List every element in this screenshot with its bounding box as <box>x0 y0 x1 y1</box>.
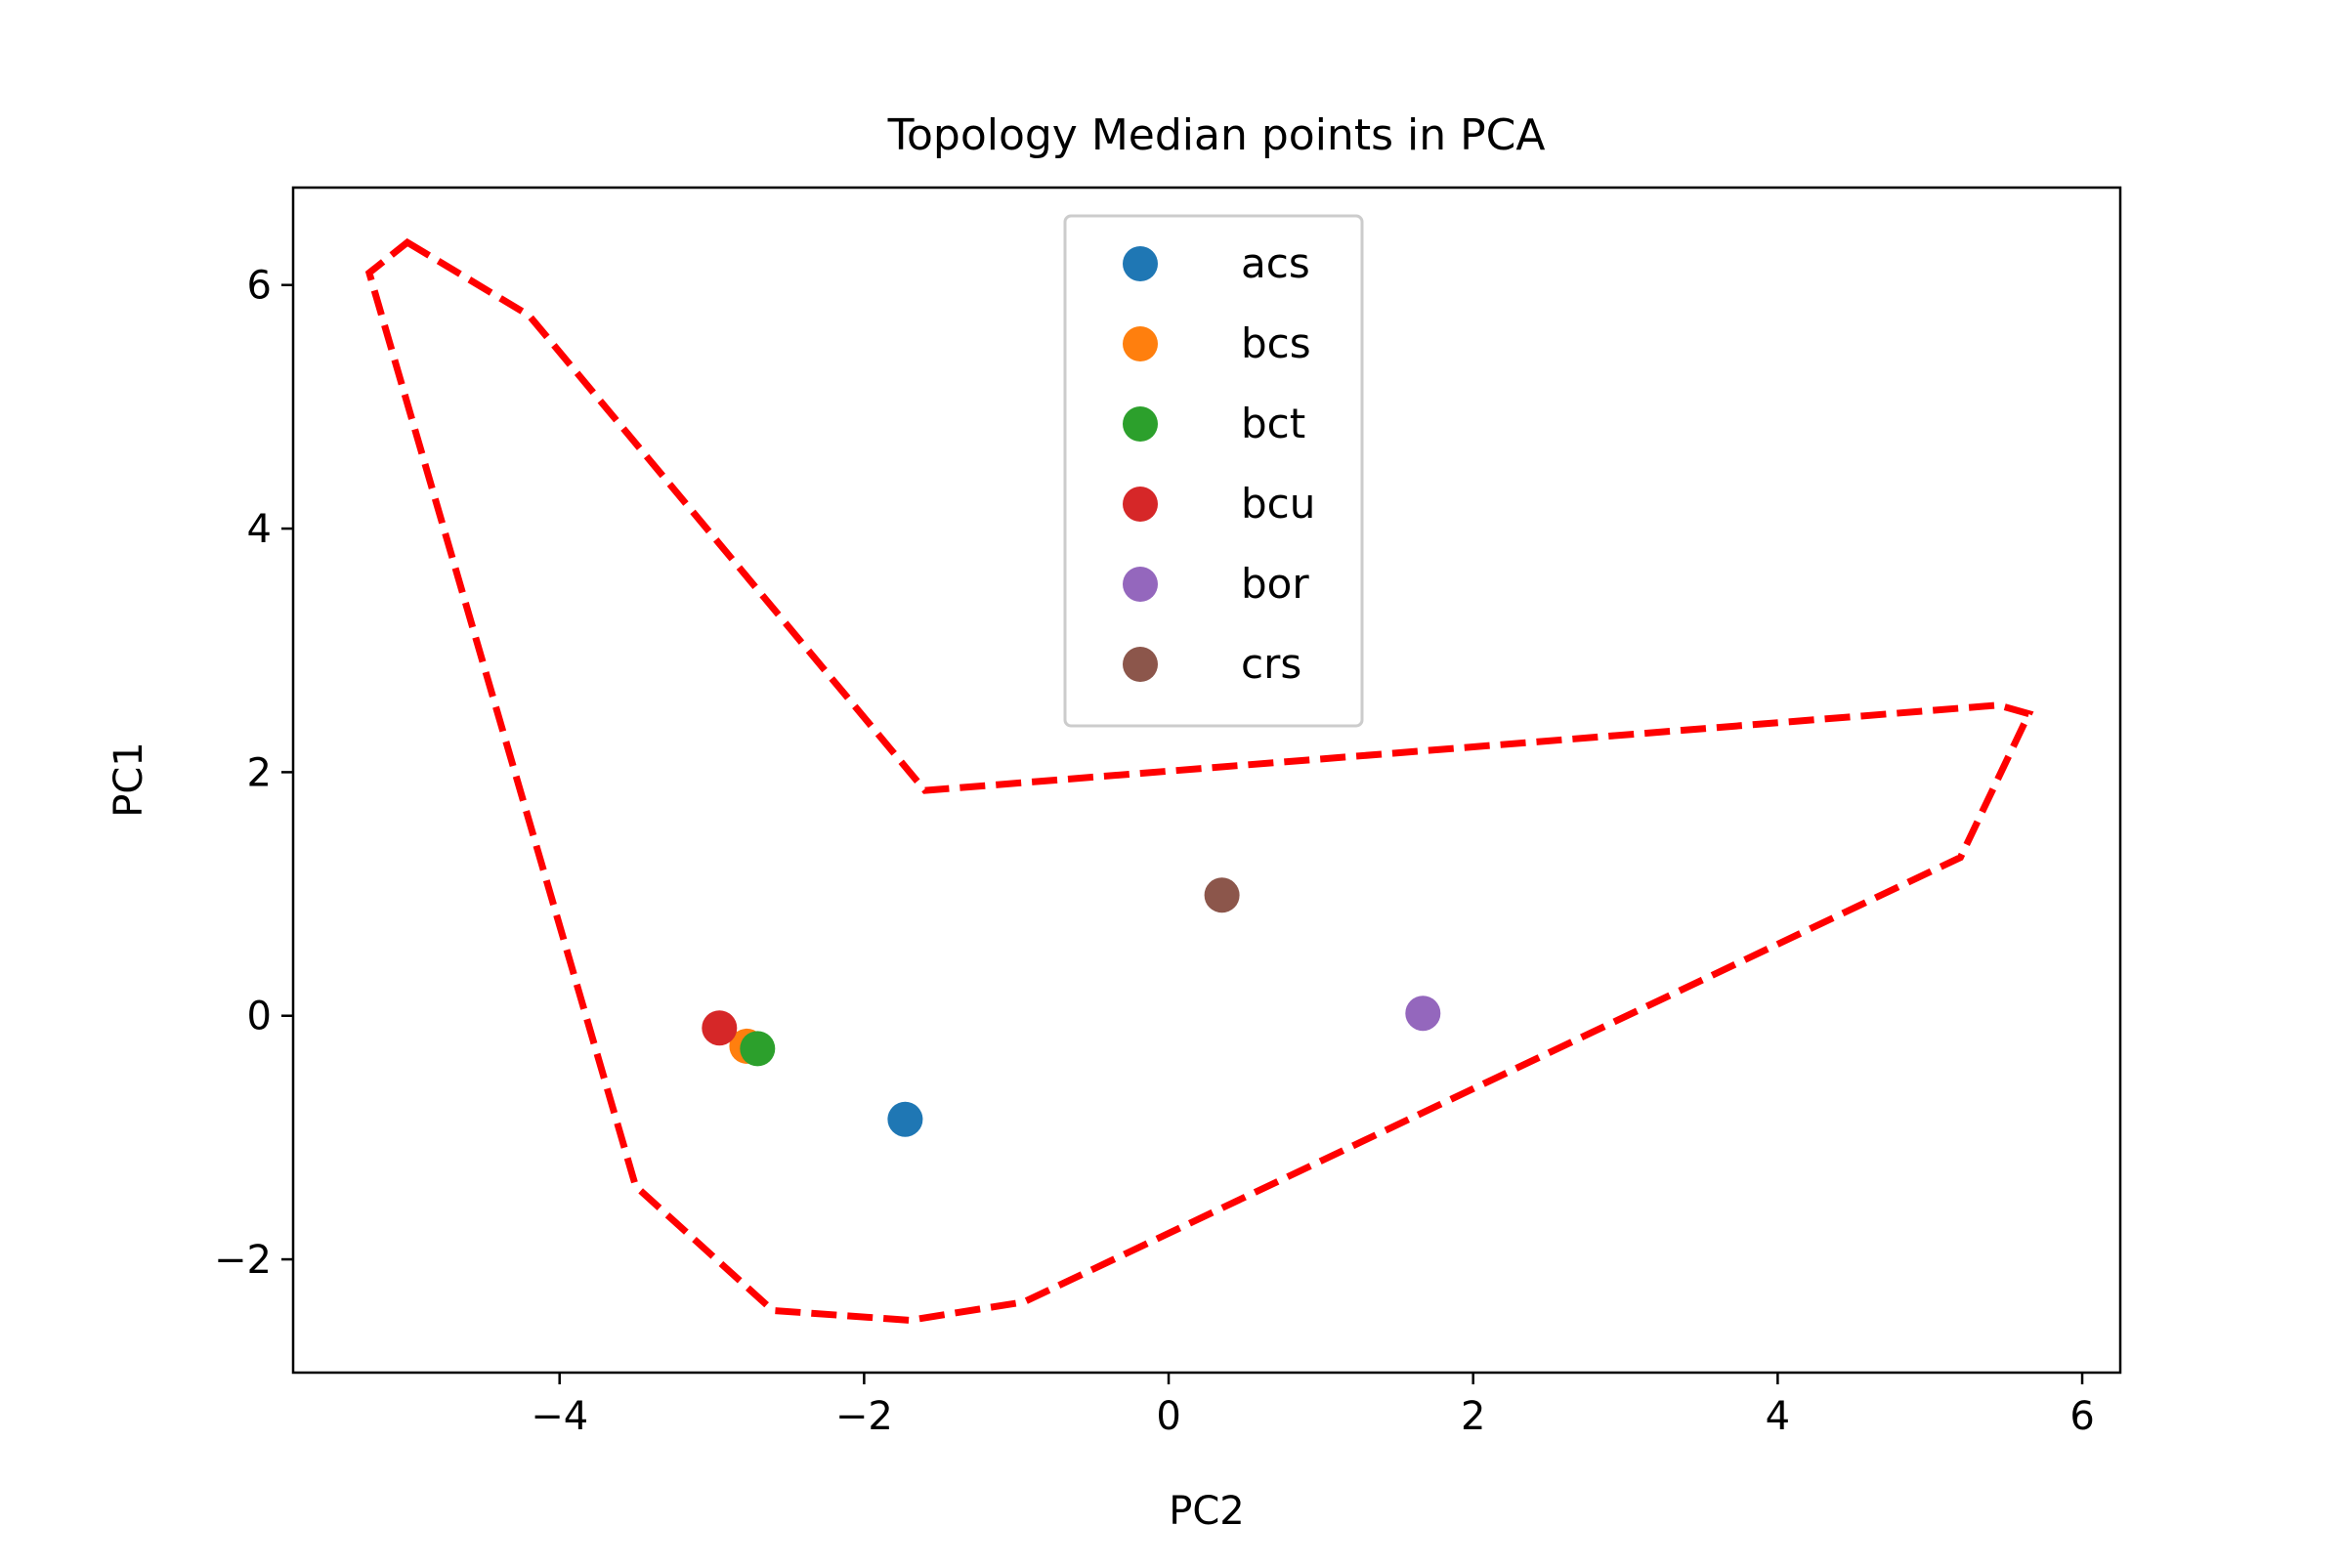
legend-label-bor: bor <box>1241 560 1309 608</box>
legend: acs bcs bct bcu bor crs <box>1063 214 1364 728</box>
legend-label-acs: acs <box>1241 239 1310 287</box>
legend-marker-bor <box>1123 567 1158 602</box>
x-axis: −4 −2 0 2 4 6 <box>531 1373 2095 1439</box>
y-tick-label: 0 <box>247 995 272 1039</box>
chart-title: Topology Median points in PCA <box>887 110 1546 160</box>
legend-label-crs: crs <box>1241 640 1301 688</box>
point-crs <box>1204 877 1240 913</box>
legend-label-bcu: bcu <box>1241 480 1315 528</box>
y-tick-label: −2 <box>214 1238 272 1283</box>
point-bor <box>1405 996 1441 1032</box>
x-tick-label: −2 <box>835 1394 893 1439</box>
y-axis: −2 0 2 4 6 <box>214 264 293 1283</box>
y-tick-label: 6 <box>247 264 272 309</box>
legend-marker-acs <box>1123 246 1158 281</box>
axes-frame <box>291 186 2122 1375</box>
point-bct <box>740 1031 776 1067</box>
y-tick-label: 2 <box>247 750 272 795</box>
point-bcu <box>702 1010 738 1046</box>
x-axis-label: PC2 <box>1169 1489 1245 1534</box>
legend-marker-crs <box>1123 647 1158 682</box>
legend-frame <box>1063 214 1364 728</box>
x-tick-label: 6 <box>2069 1394 2094 1439</box>
hull-boundary <box>364 237 2034 1324</box>
point-acs <box>887 1101 923 1137</box>
legend-label-bcs: bcs <box>1241 319 1311 367</box>
x-tick-label: 0 <box>1156 1394 1180 1439</box>
x-tick-label: −4 <box>531 1394 588 1439</box>
x-tick-label: 4 <box>1766 1394 1790 1439</box>
legend-label-bct: bct <box>1241 400 1305 447</box>
legend-marker-bcu <box>1123 487 1158 522</box>
y-axis-label: PC1 <box>107 742 151 818</box>
plot-area <box>364 237 2034 1324</box>
legend-marker-bcs <box>1123 326 1158 361</box>
y-tick-label: 4 <box>247 507 272 552</box>
legend-marker-bct <box>1123 406 1158 442</box>
x-tick-label: 2 <box>1461 1394 1485 1439</box>
